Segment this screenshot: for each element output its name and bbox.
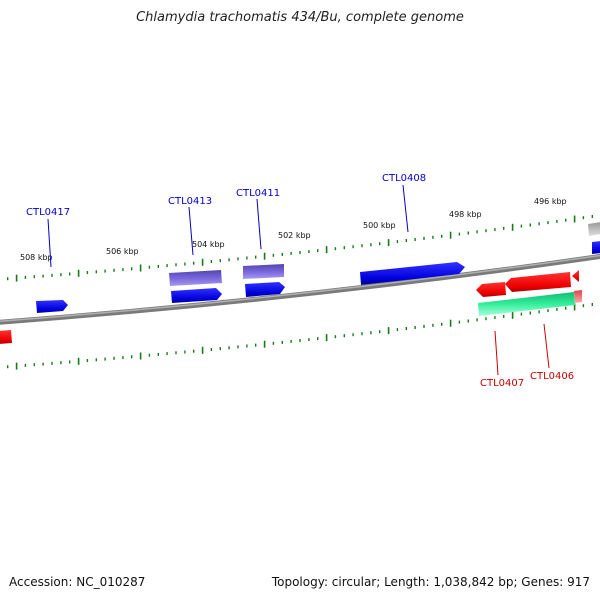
leader-ctl0413	[188, 206, 194, 256]
upper-tick-row	[6, 215, 593, 282]
kbp-label-504: 504 kbp	[192, 240, 225, 249]
kbp-label-502: 502 kbp	[278, 231, 311, 240]
gene-label-ctl0413[interactable]: CTL0413	[168, 196, 212, 207]
gene-label-ctl0417[interactable]: CTL0417	[26, 207, 70, 218]
gene-label-ctl0407[interactable]: CTL0407	[480, 378, 524, 389]
topology-stats-text: Topology: circular; Length: 1,038,842 bp…	[271, 575, 590, 589]
gene-edge-right-arrow[interactable]	[592, 241, 600, 254]
gene-label-ctl0406[interactable]: CTL0406	[530, 371, 574, 382]
genome-backbone	[0, 253, 600, 325]
kbp-label-498: 498 kbp	[449, 210, 482, 219]
gene-edge-right-grey[interactable]	[588, 222, 600, 236]
leader-ctl0407	[494, 330, 499, 376]
gene-ctl0417-arrow[interactable]	[36, 300, 68, 313]
gene-ctl0411-arrow[interactable]	[245, 282, 285, 297]
gene-pink-feature[interactable]	[574, 290, 582, 303]
kbp-label-508: 508 kbp	[20, 253, 53, 262]
gene-ctl0407-teal-feature[interactable]	[478, 292, 575, 316]
gene-ctl0413-arrow[interactable]	[171, 288, 222, 303]
leader-ctl0406	[543, 323, 550, 369]
gene-ctl0407-red-arrow[interactable]	[476, 282, 506, 297]
kbp-label-506: 506 kbp	[106, 247, 139, 256]
gene-ctl0408-arrow[interactable]	[360, 262, 465, 285]
leader-ctl0408	[402, 184, 409, 233]
gene-label-ctl0408[interactable]: CTL0408	[382, 173, 426, 184]
leader-ctl0417	[47, 218, 52, 268]
gene-ctl0413-feature[interactable]	[169, 270, 222, 286]
leader-ctl0411	[256, 198, 262, 250]
gene-edge-left-red[interactable]	[0, 330, 12, 344]
map-title: Chlamydia trachomatis 434/Bu, complete g…	[136, 10, 464, 25]
gene-small-red-arrow[interactable]	[572, 270, 579, 282]
kbp-label-496: 496 kbp	[534, 197, 567, 206]
accession-text: Accession: NC_010287	[9, 575, 146, 589]
gene-ctl0406-red-arrow[interactable]	[505, 272, 571, 292]
kbp-label-500: 500 kbp	[363, 221, 396, 230]
gene-ctl0411-feature[interactable]	[243, 264, 284, 279]
gene-label-ctl0411[interactable]: CTL0411	[236, 188, 280, 199]
